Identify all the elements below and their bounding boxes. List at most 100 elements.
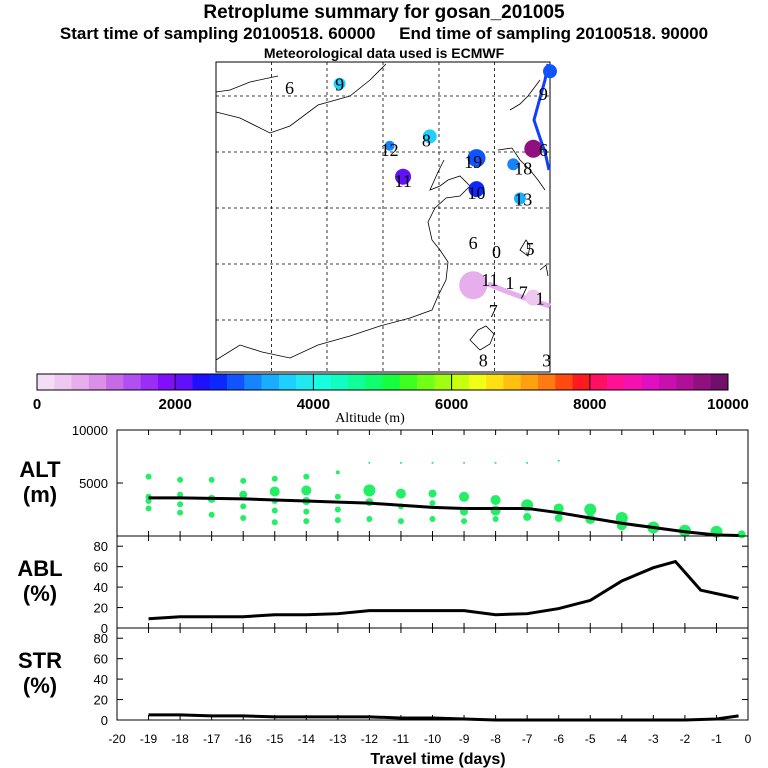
alt-scatter-point [239, 490, 248, 499]
map-day-label: 5 [525, 239, 534, 259]
alt-scatter-point [145, 498, 152, 505]
alt-scatter-point [334, 517, 341, 524]
alt-scatter-point [584, 503, 597, 516]
alt-mean-line [148, 496, 739, 537]
alt-scatter-point [557, 459, 560, 462]
sampling-times: Start time of sampling 20100518. 60000 E… [59, 24, 709, 43]
alt-scatter-point [177, 501, 184, 508]
y-tick-label: 10000 [72, 423, 108, 438]
colorbar-swatch [244, 374, 262, 390]
abl-panel: 0 20 40 60 80 ABL(%) [17, 535, 749, 636]
map-day-label: 6 [539, 140, 548, 160]
str-line [148, 713, 739, 722]
colorbar-swatch [192, 374, 211, 390]
x-axis-title: Travel time (days) [370, 751, 505, 768]
map-day-label: 0 [492, 242, 501, 262]
alt-scatter-point [303, 508, 310, 515]
map-trajectory-marker [384, 140, 395, 151]
met-data-note: Meteorological data used is ECMWF [263, 45, 505, 61]
x-tick-label: -10 [424, 732, 442, 746]
alt-scatter-point [145, 473, 152, 480]
x-tick-label: -18 [171, 732, 189, 746]
colorbar-swatch [37, 374, 55, 390]
map-day-label: 7 [519, 282, 528, 302]
map-day-label: 1 [535, 289, 544, 309]
colorbar-swatch [88, 374, 107, 390]
alt-scatter-point [523, 512, 532, 521]
x-tick-label: -1 [711, 732, 722, 746]
alt-scatter-point [395, 488, 406, 499]
colorbar-swatch [209, 374, 228, 390]
alt-scatter-point [240, 514, 247, 521]
colorbar-swatch [399, 374, 418, 390]
alt-scatter-point [463, 461, 466, 464]
y-tick-label: 40 [94, 672, 108, 687]
map-trajectory-marker [468, 181, 485, 198]
alt-scatter-point [177, 476, 184, 483]
alt-scatter-point [428, 489, 437, 498]
y-axis-label: STR [18, 648, 62, 673]
y-axis-label-unit: (%) [23, 581, 57, 606]
alt-scatter-point [334, 493, 341, 500]
x-tick-label: -2 [680, 732, 691, 746]
y-tick-label: 40 [94, 580, 108, 595]
map-day-label: 10 [468, 183, 486, 203]
map-day-label: 7 [489, 301, 498, 321]
alt-scatter-point [459, 491, 470, 502]
y-tick-label: 80 [94, 539, 108, 554]
y-tick-label: 80 [94, 631, 108, 646]
x-tick-label: -17 [203, 732, 221, 746]
colorbar-tick-label: 6000 [435, 396, 468, 413]
y-tick-label: 0 [101, 713, 108, 728]
colorbar-swatch [296, 374, 314, 390]
map-markers [333, 64, 557, 306]
alt-scatter-point [461, 518, 468, 525]
map-day-label: 8 [422, 131, 431, 151]
map-trajectory-marker [507, 158, 520, 171]
alt-scatter-point [303, 518, 310, 525]
map-trajectory-marker [422, 129, 437, 144]
map-trajectory-marker [543, 64, 557, 79]
alt-scatter-point [554, 513, 563, 522]
x-tick-label: -3 [648, 732, 659, 746]
alt-scatter-point [271, 475, 278, 482]
alt-scatter-point [240, 503, 247, 510]
map-trajectory-marker [395, 168, 412, 185]
colorbar-tick-label: 0 [33, 396, 41, 413]
alt-scatter-point [177, 491, 184, 498]
alt-scatter-point [303, 473, 310, 480]
y-axis-label-unit: (%) [23, 673, 57, 698]
colorbar-swatch [537, 374, 556, 390]
x-tick-label: -5 [585, 732, 596, 746]
x-tick-label: -14 [298, 732, 316, 746]
alt-scatter-point [368, 461, 371, 464]
panel-frame [116, 535, 749, 629]
colorbar-swatch [503, 374, 521, 390]
colorbar-swatch [330, 374, 349, 390]
x-tick-label: -9 [459, 732, 470, 746]
colorbar-swatch [347, 374, 366, 390]
y-tick-label: 60 [94, 560, 108, 575]
colorbar-swatch [641, 374, 660, 390]
alt-scatter-point [494, 461, 497, 464]
colorbar-swatch [624, 374, 642, 390]
chart-title: Retroplume summary for gosan_201005 [203, 2, 565, 23]
colorbar-swatch [607, 374, 625, 390]
x-tick-label: -11 [393, 732, 410, 746]
alt-scatter-point [208, 511, 215, 518]
x-tick-label: -20 [108, 732, 126, 746]
colorbar-swatch [278, 374, 297, 390]
y-axis-label: ALT [19, 457, 61, 482]
alt-scatter-point [429, 516, 436, 523]
x-tick-label: -15 [266, 732, 284, 746]
alt-scatter-point [334, 506, 341, 513]
colorbar-title: Altitude (m) [335, 411, 405, 426]
map-trajectory-marker [467, 149, 486, 168]
map-coastline [215, 63, 549, 361]
map-day-label: 6 [285, 78, 294, 98]
colorbar-swatch [468, 374, 487, 390]
alt-scatter-point [177, 509, 184, 516]
alt-scatter-point [366, 516, 373, 523]
map-graticule [216, 62, 550, 372]
